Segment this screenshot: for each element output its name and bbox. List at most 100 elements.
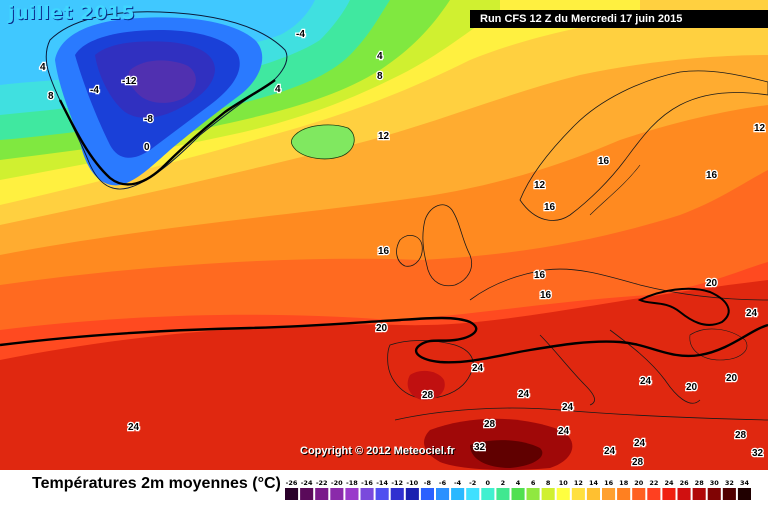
scale-tick-label: -6 bbox=[439, 479, 447, 487]
scale-tick-label: 2 bbox=[501, 479, 506, 487]
iso-label: 12 bbox=[534, 180, 546, 191]
scale-tick-label: 8 bbox=[546, 479, 551, 487]
iso-label: 20 bbox=[706, 278, 718, 289]
scale-swatch bbox=[285, 488, 299, 500]
iso-label: 16 bbox=[534, 270, 546, 281]
scale-tick-label: 20 bbox=[634, 479, 644, 487]
scale-tick-label: -18 bbox=[346, 479, 358, 487]
color-scale: -26 -24 -22 -20 -18 -16 -14 -12 -10 -8 -6 -4 -2 0 2 4 6 8… bbox=[285, 479, 751, 500]
iso-label: 16 bbox=[706, 170, 718, 181]
copyright-label: Copyright © 2012 Meteociel.fr bbox=[300, 445, 455, 457]
scale-swatch bbox=[330, 488, 344, 500]
iso-label: 24 bbox=[472, 363, 484, 374]
scale-tick-label: 18 bbox=[619, 479, 629, 487]
scale-tick-label: -2 bbox=[469, 479, 476, 487]
scale-tick-label: 30 bbox=[710, 479, 720, 487]
iso-label: 8 bbox=[377, 71, 383, 82]
scale-swatch bbox=[496, 488, 510, 500]
scale-swatch bbox=[586, 488, 600, 500]
scale-swatch bbox=[420, 488, 434, 500]
iso-label: 24 bbox=[634, 438, 646, 449]
scale-tick-label: 32 bbox=[725, 479, 734, 487]
temperature-map: -4 -4 -12 -8 0 4 4 4 8 8 12 12 12 16 16 … bbox=[0, 0, 768, 470]
iso-label: 12 bbox=[754, 123, 766, 134]
scale-swatch bbox=[526, 488, 540, 500]
scale-swatch bbox=[617, 488, 631, 500]
scale-tick-label: 22 bbox=[649, 479, 658, 487]
scale-swatch bbox=[677, 488, 691, 500]
run-label: Run CFS 12 Z du Mercredi 17 juin 2015 bbox=[470, 10, 768, 28]
scale-tick-label: -20 bbox=[331, 479, 343, 487]
scale-tick-label: -16 bbox=[361, 479, 373, 487]
iso-label: 32 bbox=[474, 442, 486, 453]
iso-label: 4 bbox=[275, 84, 281, 95]
scale-tick-label: 14 bbox=[589, 479, 599, 487]
iso-label: 24 bbox=[604, 446, 616, 457]
scale-swatch bbox=[481, 488, 495, 500]
scale-swatch bbox=[451, 488, 465, 500]
scale-swatch bbox=[345, 488, 359, 500]
scale-swatch bbox=[390, 488, 404, 500]
scale-tick-label: -22 bbox=[316, 479, 328, 487]
scale-swatch bbox=[722, 488, 736, 500]
great-britain-coast bbox=[422, 204, 472, 287]
iso-label: 24 bbox=[640, 376, 652, 387]
iso-label: 4 bbox=[377, 51, 383, 62]
iso-label: 16 bbox=[598, 156, 610, 167]
iso-label: 12 bbox=[378, 131, 390, 142]
scale-swatch bbox=[692, 488, 706, 500]
black-sea bbox=[689, 328, 748, 361]
iso-label: 4 bbox=[40, 62, 46, 73]
scale-swatch bbox=[375, 488, 389, 500]
scale-tick-label: 12 bbox=[574, 479, 583, 487]
isotherm-0 bbox=[58, 79, 276, 186]
iso-label: -4 bbox=[296, 29, 305, 40]
iceland bbox=[290, 124, 355, 160]
scale-swatch bbox=[511, 488, 525, 500]
scale-tick-label: 6 bbox=[531, 479, 536, 487]
iberia-hot-zone bbox=[407, 370, 445, 401]
scale-tick-label: 0 bbox=[486, 479, 491, 487]
scale-tick-label: 16 bbox=[604, 479, 614, 487]
scale-swatch bbox=[662, 488, 676, 500]
isotherm-20 bbox=[0, 316, 768, 364]
africa-hottest-zone bbox=[470, 440, 543, 468]
scale-swatch bbox=[541, 488, 555, 500]
iso-label: 0 bbox=[144, 142, 150, 153]
scale-swatch bbox=[300, 488, 314, 500]
iso-label: 24 bbox=[518, 389, 530, 400]
baltic-coast bbox=[589, 164, 641, 216]
scale-swatch bbox=[602, 488, 616, 500]
scale-tick-label: 26 bbox=[680, 479, 690, 487]
iso-label: 28 bbox=[484, 419, 496, 430]
scale-tick-label: 10 bbox=[559, 479, 569, 487]
scale-swatch bbox=[466, 488, 480, 500]
iso-label: 24 bbox=[746, 308, 758, 319]
iso-label: 20 bbox=[686, 382, 698, 393]
isotherm-20-east bbox=[637, 287, 730, 326]
italy-coast bbox=[539, 334, 595, 406]
map-title: juillet 2015 bbox=[8, 2, 136, 24]
iso-label: 32 bbox=[752, 448, 764, 459]
legend-title: Températures 2m moyennes (°C) bbox=[32, 475, 281, 492]
iso-label: 24 bbox=[558, 426, 570, 437]
scale-swatch bbox=[436, 488, 450, 500]
iso-label: 28 bbox=[422, 390, 434, 401]
iso-label: -8 bbox=[144, 114, 153, 125]
scale-tick-label: -26 bbox=[286, 479, 298, 487]
scale-tick-label: 34 bbox=[740, 479, 750, 487]
iso-label: 24 bbox=[128, 422, 140, 433]
scale-tick-label: -12 bbox=[391, 479, 403, 487]
scale-swatch bbox=[405, 488, 419, 500]
scale-tick-label: -10 bbox=[406, 479, 418, 487]
iso-label: 20 bbox=[376, 323, 388, 334]
scale-swatch bbox=[707, 488, 721, 500]
scale-swatch bbox=[315, 488, 329, 500]
iso-label: 16 bbox=[378, 246, 390, 257]
scale-swatch bbox=[632, 488, 646, 500]
scandinavia-coast bbox=[519, 70, 768, 221]
scale-swatch bbox=[737, 488, 751, 500]
scale-swatch bbox=[360, 488, 374, 500]
iso-label: 8 bbox=[48, 91, 54, 102]
